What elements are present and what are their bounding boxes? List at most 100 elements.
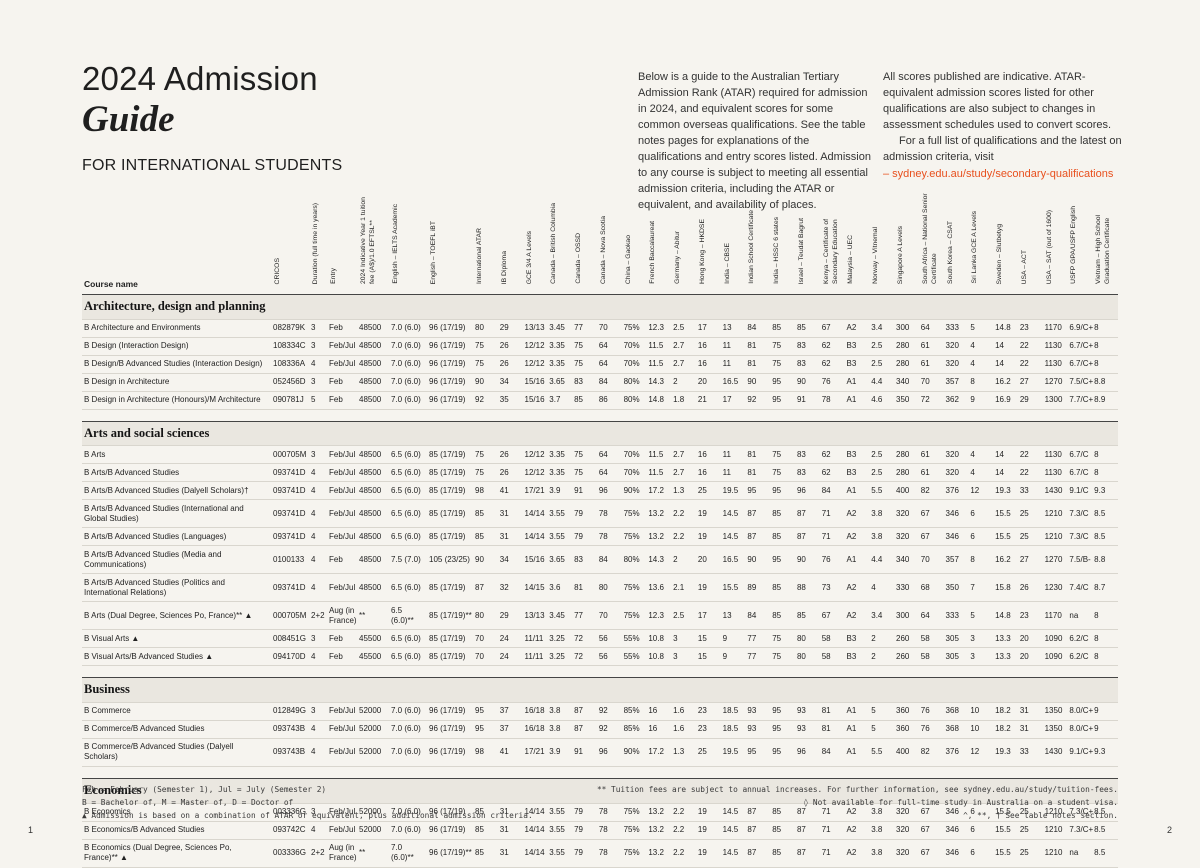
value-cell: 70 bbox=[474, 647, 499, 667]
value-cell: 360 bbox=[895, 702, 920, 721]
value-cell: 90 bbox=[474, 373, 499, 392]
value-cell: 3 bbox=[310, 803, 328, 822]
value-cell: A2 bbox=[845, 839, 871, 868]
value-cell: 18.2 bbox=[994, 720, 1019, 739]
section-header: Business bbox=[82, 677, 1118, 703]
column-header: English – IELTS Academic bbox=[392, 204, 399, 284]
course-name-cell: B Arts/B Advanced Studies bbox=[82, 463, 272, 483]
value-cell: 3 bbox=[310, 373, 328, 392]
value-cell: 6.5 (6.0) bbox=[390, 463, 428, 483]
course-name-cell: B Commerce/B Advanced Studies bbox=[82, 720, 272, 739]
value-cell: 48500 bbox=[358, 445, 390, 465]
value-cell: 87 bbox=[746, 821, 772, 840]
value-cell: 93 bbox=[795, 720, 821, 739]
value-cell: 34 bbox=[498, 545, 524, 575]
footnote-tuition: ** Tuition fees are subject to annual in… bbox=[596, 785, 1118, 794]
value-cell: 6.2/C bbox=[1068, 629, 1094, 649]
value-cell: 90 bbox=[746, 373, 772, 392]
value-cell: Feb/Jul bbox=[328, 481, 358, 501]
value-cell: 96 bbox=[795, 481, 821, 501]
value-cell: 8 bbox=[969, 373, 995, 392]
value-cell: 3.8 bbox=[870, 803, 896, 822]
value-cell: 2.2 bbox=[672, 499, 697, 529]
value-cell: 13.2 bbox=[647, 821, 673, 840]
value-cell: 3.55 bbox=[548, 499, 574, 529]
column-header: CRICOS bbox=[274, 257, 281, 284]
value-cell: 6.5 (6.0) bbox=[390, 629, 428, 649]
value-cell: 6.5 (6.0) bbox=[390, 499, 428, 529]
value-cell: 16.5 bbox=[721, 373, 747, 392]
value-cell: 4 bbox=[310, 720, 328, 739]
value-cell: 8.5 bbox=[1093, 803, 1118, 822]
value-cell: 093741D bbox=[272, 499, 310, 529]
value-cell: 15.5 bbox=[994, 803, 1019, 822]
value-cell: 26 bbox=[498, 355, 524, 374]
value-cell: 3 bbox=[310, 319, 328, 338]
value-cell: 1350 bbox=[1043, 702, 1069, 721]
value-cell: 62 bbox=[820, 445, 846, 465]
value-cell: 14/14 bbox=[523, 803, 549, 822]
value-cell: 2.7 bbox=[672, 445, 697, 465]
value-cell: 95 bbox=[771, 545, 796, 575]
value-cell: 71 bbox=[820, 527, 846, 547]
value-cell: 4 bbox=[310, 463, 328, 483]
value-cell: 83 bbox=[795, 337, 821, 356]
page-title-guide: Guide bbox=[82, 98, 175, 140]
value-cell: 24 bbox=[498, 647, 524, 667]
value-cell: 85 (17/19) bbox=[428, 647, 474, 667]
value-cell: 7.3/C+ bbox=[1068, 803, 1093, 822]
column-header: International ATAR bbox=[476, 227, 483, 284]
value-cell: 052456D bbox=[272, 373, 310, 392]
value-cell: 4 bbox=[310, 821, 328, 840]
value-cell: 3 bbox=[672, 629, 697, 649]
value-cell: 4 bbox=[969, 463, 995, 483]
value-cell: 48500 bbox=[358, 463, 390, 483]
value-cell: 52000 bbox=[358, 803, 390, 822]
value-cell: 7.0 (6.0) bbox=[390, 821, 428, 840]
value-cell: 75% bbox=[622, 527, 648, 547]
course-name-cell: B Arts/B Advanced Studies (Languages) bbox=[82, 527, 272, 547]
value-cell: 090781J bbox=[272, 391, 310, 410]
value-cell: 7.4/C bbox=[1068, 573, 1094, 603]
value-cell: 3 bbox=[672, 647, 697, 667]
value-cell: 81 bbox=[746, 445, 772, 465]
secondary-qualifications-link[interactable]: – sydney.edu.au/study/secondary-qualific… bbox=[883, 167, 1114, 180]
value-cell: 85 (17/19) bbox=[428, 629, 474, 649]
value-cell: Feb/Jul bbox=[328, 355, 358, 374]
column-header: South Korea – CSAT bbox=[946, 221, 954, 284]
value-cell: 13.3 bbox=[994, 629, 1019, 649]
value-cell: 82 bbox=[919, 738, 945, 767]
value-cell: 320 bbox=[895, 839, 920, 868]
value-cell: 280 bbox=[895, 463, 920, 483]
value-cell: 13/13 bbox=[523, 319, 549, 338]
intro-right-para1: All scores published are indicative. ATA… bbox=[883, 71, 1112, 131]
course-name-cell: B Arts/B Advanced Studies (Dalyell Schol… bbox=[82, 481, 272, 501]
value-cell: 70 bbox=[597, 319, 623, 338]
value-cell: na bbox=[1068, 839, 1094, 868]
value-cell: 75 bbox=[771, 463, 796, 483]
value-cell: 14 bbox=[994, 445, 1019, 465]
value-cell: 29 bbox=[498, 601, 524, 631]
value-cell: 95 bbox=[746, 481, 772, 501]
value-cell: 48500 bbox=[358, 373, 390, 392]
value-cell: 6 bbox=[969, 821, 995, 840]
value-cell: 3.35 bbox=[548, 445, 574, 465]
value-cell: 18.5 bbox=[721, 702, 747, 721]
intro-paragraph-right: All scores published are indicative. ATA… bbox=[883, 70, 1135, 183]
value-cell: A1 bbox=[845, 738, 871, 767]
column-header: Canada – OSSD bbox=[575, 233, 583, 284]
value-cell: 52000 bbox=[358, 821, 390, 840]
value-cell: B3 bbox=[845, 445, 871, 465]
value-cell: 25 bbox=[1018, 803, 1044, 822]
value-cell: 3.9 bbox=[548, 738, 574, 767]
course-row: B Arts/B Advanced Studies (International… bbox=[82, 499, 1118, 529]
value-cell: 83 bbox=[795, 463, 821, 483]
value-cell: 012849G bbox=[272, 702, 310, 721]
value-cell: 75 bbox=[771, 445, 796, 465]
column-header: Duration (full time in years) bbox=[312, 202, 319, 284]
course-row: B Arts 000705M 3 Feb/Jul 48500 6.5 (6.0) 85 (1… bbox=[82, 445, 1118, 465]
value-cell: 95 bbox=[771, 481, 796, 501]
value-cell: B3 bbox=[845, 355, 871, 374]
value-cell: B3 bbox=[845, 647, 871, 667]
value-cell: 2.7 bbox=[672, 463, 697, 483]
